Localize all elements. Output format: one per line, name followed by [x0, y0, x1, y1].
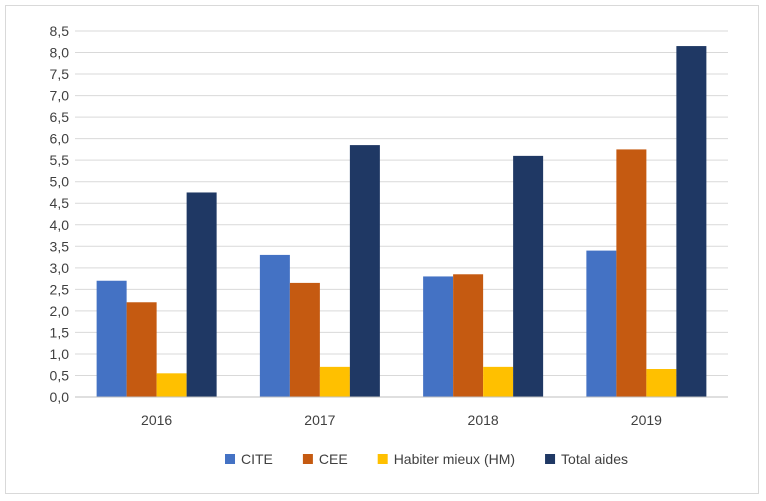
y-tick-label: 8,5: [50, 23, 70, 39]
y-tick-label: 0,0: [50, 389, 70, 405]
y-tick-label: 1,5: [50, 324, 70, 340]
x-tick-label: 2016: [141, 412, 172, 428]
bar-total-aides-2018: [513, 155, 544, 397]
bars: [96, 46, 707, 397]
y-tick-label: 0,5: [50, 367, 70, 383]
bar-habiter-mieux-hm-2019: [646, 369, 677, 397]
legend-swatch: [377, 454, 388, 464]
bar-cite-2019: [586, 250, 617, 397]
y-tick-label: 6,5: [50, 109, 70, 125]
bar-cee-2018: [453, 274, 484, 397]
legend-swatch: [302, 454, 313, 464]
y-axis-ticks: 0,0 0,5 1,0 1,5 2,0 2,5 3,0 3,5 4,0 4,5 5,0 5,5 6,0 6…: [50, 23, 70, 405]
bar-total-aides-2016: [186, 192, 217, 397]
y-tick-label: 3,5: [50, 238, 70, 254]
y-tick-label: 7,5: [50, 66, 70, 82]
legend: CITE CEE Habiter mieux (HM) Total aides: [225, 451, 628, 467]
y-tick-label: 7,0: [50, 88, 70, 104]
y-tick-label: 5,0: [50, 174, 70, 190]
y-tick-label: 6,0: [50, 131, 70, 147]
y-tick-label: 4,0: [50, 217, 70, 233]
bar-cee-2016: [126, 302, 157, 397]
bar-total-aides-2017: [349, 145, 380, 397]
y-tick-label: 5,5: [50, 152, 70, 168]
x-tick-label: 2017: [304, 412, 335, 428]
x-tick-label: 2019: [631, 412, 662, 428]
bar-cee-2019: [616, 149, 647, 397]
y-tick-label: 8,0: [50, 45, 70, 61]
bar-cite-2016: [96, 280, 127, 397]
y-tick-label: 3,0: [50, 260, 70, 276]
bar-habiter-mieux-hm-2018: [483, 366, 514, 397]
legend-label: CITE: [241, 451, 273, 467]
legend-label: Total aides: [561, 451, 628, 467]
y-tick-label: 2,0: [50, 303, 70, 319]
bar-total-aides-2019: [676, 46, 707, 397]
bar-cee-2017: [289, 282, 320, 397]
bar-habiter-mieux-hm-2016: [156, 373, 187, 397]
legend-label: Habiter mieux (HM): [394, 451, 515, 467]
y-tick-label: 2,5: [50, 281, 70, 297]
x-axis: 2016 2017 2018 2019: [75, 396, 728, 428]
y-tick-label: 1,0: [50, 346, 70, 362]
legend-swatch: [225, 454, 236, 464]
y-tick-label: 4,5: [50, 195, 70, 211]
legend-label: CEE: [319, 451, 348, 467]
legend-swatch: [545, 454, 556, 464]
x-tick-label: 2018: [468, 412, 499, 428]
bar-habiter-mieux-hm-2017: [319, 366, 350, 397]
bar-cite-2018: [423, 276, 454, 397]
bar-cite-2017: [259, 254, 290, 397]
